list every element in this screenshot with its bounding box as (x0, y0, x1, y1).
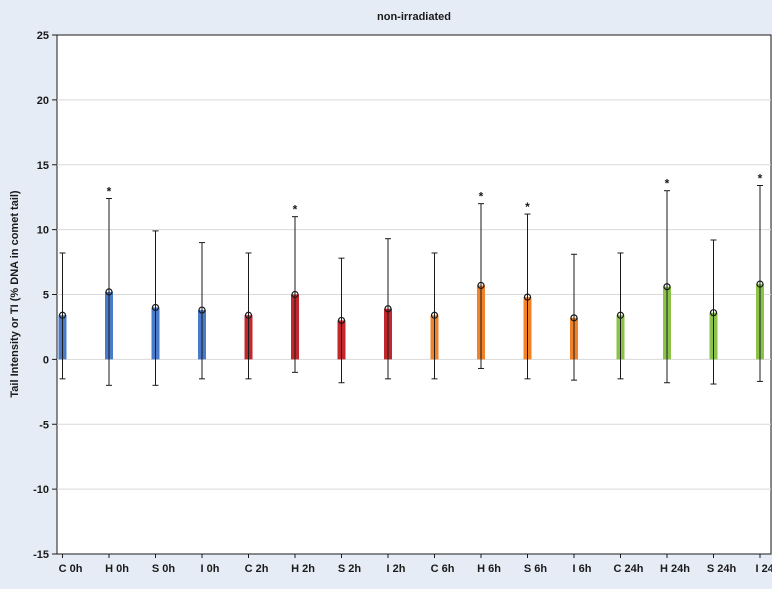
significance-marker: * (758, 172, 763, 186)
x-tick-label: H 24h (660, 563, 690, 575)
x-tick-label: I 6h (573, 563, 592, 575)
y-tick-label: -10 (33, 484, 49, 496)
x-tick-label: C 2h (245, 563, 269, 575)
x-tick-label: C 6h (431, 563, 455, 575)
mean-point (337, 316, 346, 325)
significance-marker: * (665, 177, 670, 191)
x-tick-label: H 2h (291, 563, 315, 575)
x-tick-label: H 0h (105, 563, 129, 575)
x-tick-label: I 0h (201, 563, 220, 575)
significance-marker: * (479, 190, 484, 204)
bars: * * * * * * (58, 172, 764, 386)
significance-marker: * (107, 184, 112, 198)
y-tick-label: -15 (33, 549, 49, 561)
y-axis: -15 -10 -5 0 5 10 15 20 25 (33, 30, 57, 561)
y-tick-label: 0 (43, 354, 49, 366)
y-tick-label: 20 (37, 95, 49, 107)
x-tick-label: S 24h (707, 563, 737, 575)
mean-point (756, 280, 764, 288)
x-tick-label: I 24h (755, 563, 772, 575)
y-tick-label: 5 (43, 290, 49, 302)
mean-point (523, 293, 532, 301)
x-tick-label: S 2h (338, 563, 362, 575)
x-tick-label: S 6h (524, 563, 548, 575)
mean-point (198, 306, 206, 314)
mean-point (244, 311, 253, 319)
y-tick-label: 25 (37, 30, 49, 42)
grid-lines (57, 99, 771, 490)
x-tick-label: H 6h (477, 563, 501, 575)
x-tick-label: C 24h (614, 563, 644, 575)
x-tick-label: C 0h (59, 563, 83, 575)
x-tick-label: I 2h (387, 563, 406, 575)
mean-point (477, 281, 485, 290)
mean-point (58, 311, 67, 319)
x-axis: C 0h H 0h S 0h I 0h C 2h H 2h S 2h I 2h C 6h H 6h… (59, 554, 772, 575)
mean-point (430, 311, 439, 319)
y-tick-label: 15 (37, 160, 49, 172)
mean-point (570, 314, 578, 322)
mean-point (663, 283, 671, 291)
significance-marker: * (293, 203, 298, 217)
y-axis-label: Tail Intensity or TI (% DNA in comet tai… (9, 190, 21, 398)
mean-point (105, 288, 113, 296)
mean-point (709, 309, 718, 317)
mean-point (384, 305, 392, 313)
x-tick-label: S 0h (152, 563, 176, 575)
y-tick-label: 10 (37, 225, 49, 237)
mean-point (151, 303, 160, 312)
mean-point (291, 290, 299, 299)
mean-point (616, 311, 625, 319)
y-tick-label: -5 (39, 419, 49, 431)
significance-marker: * (525, 200, 530, 214)
chart-title: non-irradiated (377, 11, 451, 23)
